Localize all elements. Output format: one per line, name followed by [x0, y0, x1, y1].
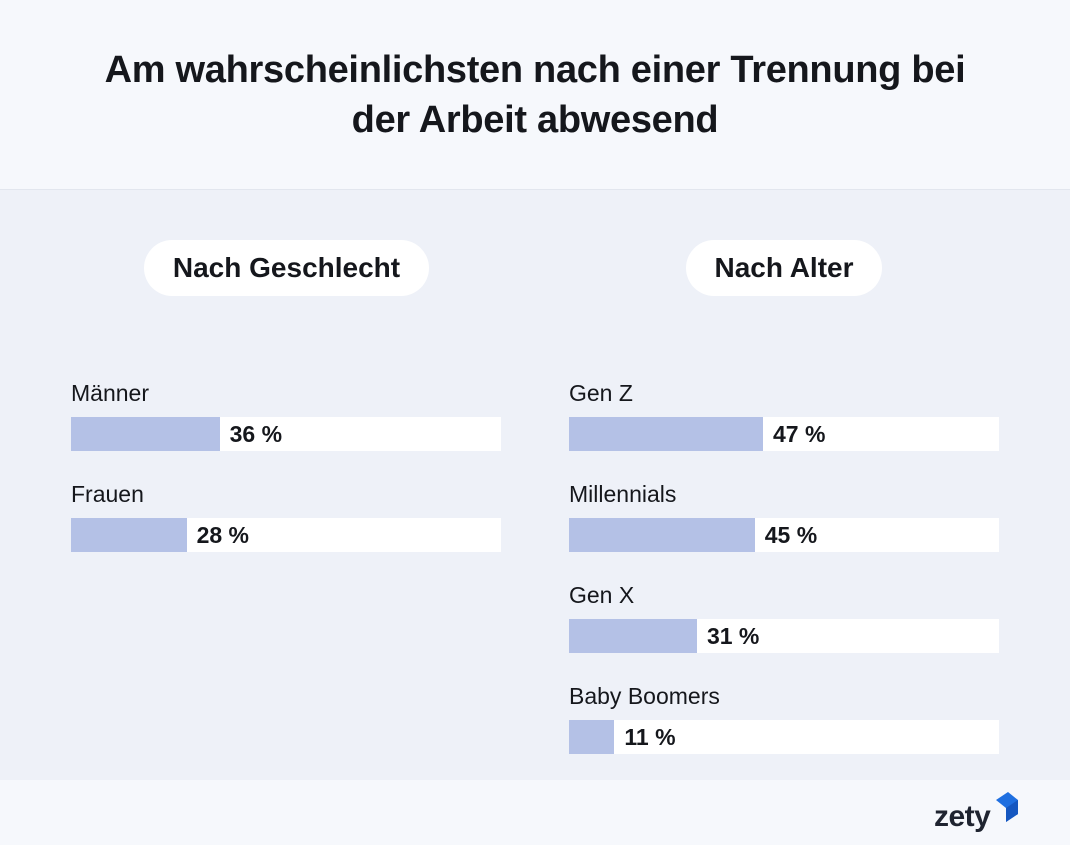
- bar: [71, 417, 220, 451]
- bar-track: 36 %: [71, 417, 501, 451]
- bar-row: Frauen 28 %: [71, 481, 501, 582]
- category-label: Frauen: [71, 481, 144, 507]
- logo-text: zety: [934, 800, 991, 833]
- category-label: Gen X: [569, 582, 635, 608]
- bar-row: Baby Boomers 11 %: [569, 683, 999, 784]
- bar-row: Gen X 31 %: [569, 582, 999, 683]
- chart-title: Am wahrscheinlichsten nach einer Trennun…: [104, 48, 966, 141]
- category-label: Männer: [71, 380, 149, 406]
- bar-track: 31 %: [569, 619, 999, 653]
- bar-track: 45 %: [569, 518, 999, 552]
- bar: [569, 518, 755, 552]
- group-title-age: Nach Alter: [686, 240, 882, 296]
- bar-track: 47 %: [569, 417, 999, 451]
- footer: [0, 780, 1070, 845]
- value-label: 28 %: [196, 522, 250, 548]
- header: Am wahrscheinlichsten nach einer Trennun…: [0, 0, 1070, 190]
- bar-row: Millennials 45 %: [569, 481, 999, 582]
- bar: [569, 417, 764, 451]
- category-label: Baby Boomers: [569, 683, 720, 709]
- value-label: 36 %: [229, 421, 283, 447]
- zety-logo-mark-icon: [996, 792, 1018, 822]
- rows-age: Gen Z 47 % Millennials 45 % Gen X 31 % Baby Bo…: [569, 380, 999, 784]
- group-title-gender: Nach Geschlecht: [144, 240, 429, 296]
- value-label: 31 %: [706, 623, 760, 649]
- zety-logo: zety: [934, 792, 1024, 836]
- bar: [71, 518, 187, 552]
- rows-gender: Männer 36 % Frauen 28 %: [71, 380, 501, 582]
- bar-row: Gen Z 47 %: [569, 380, 999, 481]
- chart-area: Nach Geschlecht Männer 36 % Frauen 28 % Nac…: [0, 190, 1070, 780]
- category-label: Gen Z: [569, 380, 633, 406]
- bar-track: 28 %: [71, 518, 501, 552]
- bar: [569, 720, 615, 754]
- value-label: 11 %: [624, 724, 676, 750]
- bar-row: Männer 36 %: [71, 380, 501, 481]
- value-label: 47 %: [773, 421, 826, 447]
- bar-track: 11 %: [569, 720, 999, 754]
- value-label: 45 %: [764, 522, 818, 548]
- bar: [569, 619, 697, 653]
- category-label: Millennials: [569, 481, 677, 507]
